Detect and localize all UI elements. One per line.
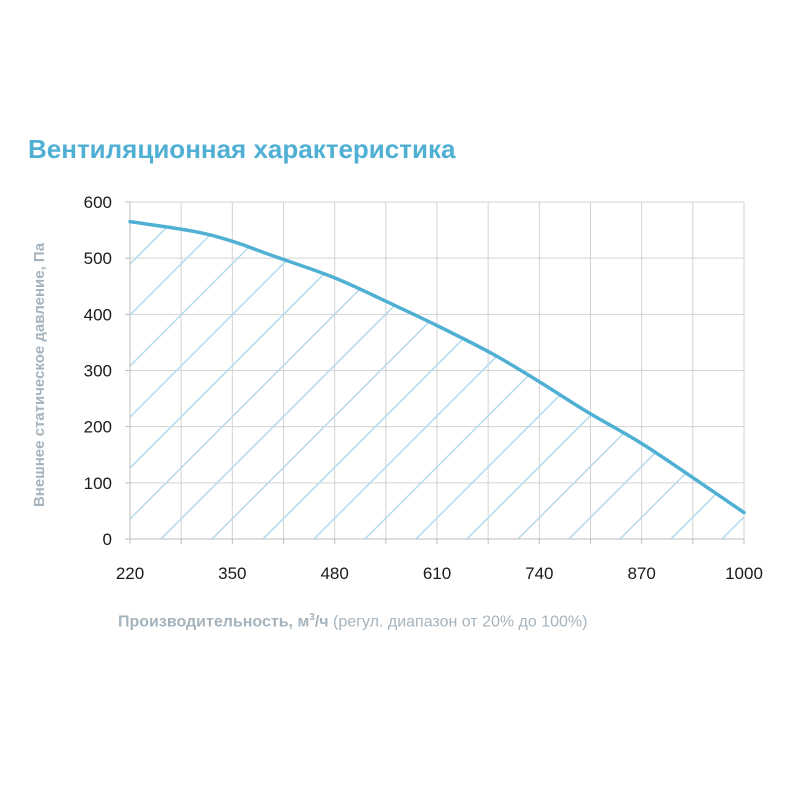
axes xyxy=(125,201,745,544)
x-axis-label-main: Производительность, м xyxy=(118,613,310,631)
x-axis-label-sup: 3 xyxy=(309,612,315,623)
y-tick-label: 300 xyxy=(84,362,112,381)
y-tick-label: 600 xyxy=(84,193,112,212)
x-axis-label: Производительность, м3/ч (регул. диапазо… xyxy=(118,612,587,631)
x-tick-labels: 220 350 480 610 740 870 1000 xyxy=(116,564,763,583)
series-line xyxy=(128,219,746,515)
chart-title: Вентиляционная характеристика xyxy=(28,134,456,164)
x-tick-label: 740 xyxy=(525,564,553,583)
y-tick-labels: 0 100 200 300 400 500 600 xyxy=(84,193,112,549)
x-tick-label: 480 xyxy=(320,564,348,583)
x-tick-label: 350 xyxy=(218,564,246,583)
y-axis-label: Внешнее статическое давление, Па xyxy=(31,242,48,507)
y-tick-label: 500 xyxy=(84,249,112,268)
x-tick-label: 870 xyxy=(627,564,655,583)
grid xyxy=(129,201,745,540)
y-tick-label: 100 xyxy=(84,474,112,493)
hatch-line xyxy=(619,221,744,540)
y-tick-label: 200 xyxy=(84,418,112,437)
x-axis-label-note: (регул. диапазон от 20% до 100%) xyxy=(328,613,588,631)
x-tick-label: 1000 xyxy=(725,564,763,583)
y-tick-label: 400 xyxy=(84,305,112,324)
x-axis-label-unit: /ч xyxy=(314,613,329,631)
y-tick-label: 0 xyxy=(103,530,112,549)
hatch-line xyxy=(568,221,744,540)
x-tick-label: 220 xyxy=(116,564,144,583)
x-tick-label: 610 xyxy=(423,564,451,583)
